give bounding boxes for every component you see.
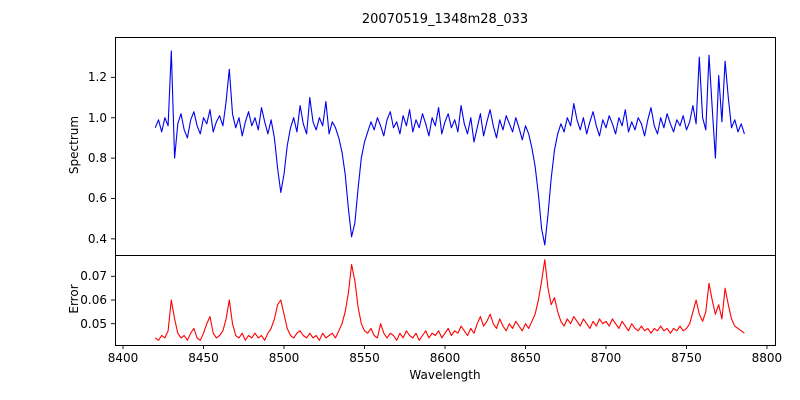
x-tick-label: 8750 <box>671 351 702 365</box>
y-tick-label: 0.8 <box>87 151 107 166</box>
x-tick-label: 8800 <box>751 351 783 365</box>
x-axis-label: Wavelength <box>409 368 481 382</box>
x-tick-label: 8450 <box>188 351 219 365</box>
error-axes-box <box>115 255 776 346</box>
y-tick-label: 0.4 <box>87 231 107 246</box>
error-line <box>154 259 745 341</box>
x-tick-label: 8550 <box>349 351 380 365</box>
x-tick-label: 8650 <box>510 351 541 365</box>
x-tick-label: 8700 <box>590 351 622 365</box>
chart-title: 20070519_1348m28_033 <box>361 12 529 27</box>
y-tick-label: 0.06 <box>80 293 107 307</box>
ticks-layer <box>111 76 768 349</box>
y-tick-label: 1.2 <box>87 70 107 85</box>
y-tick-label: 0.07 <box>80 269 107 284</box>
y-tick-label: 1.0 <box>87 110 107 125</box>
x-tick-label: 8600 <box>429 351 461 365</box>
y-tick-label: 0.6 <box>87 191 107 206</box>
spectrum-line <box>154 50 745 246</box>
x-tick-label: 8500 <box>268 351 300 365</box>
y-tick-label: 0.05 <box>80 316 107 331</box>
lines-layer <box>154 50 745 341</box>
x-tick-label: 8400 <box>107 351 139 365</box>
spectrum-axes-box <box>115 37 776 256</box>
